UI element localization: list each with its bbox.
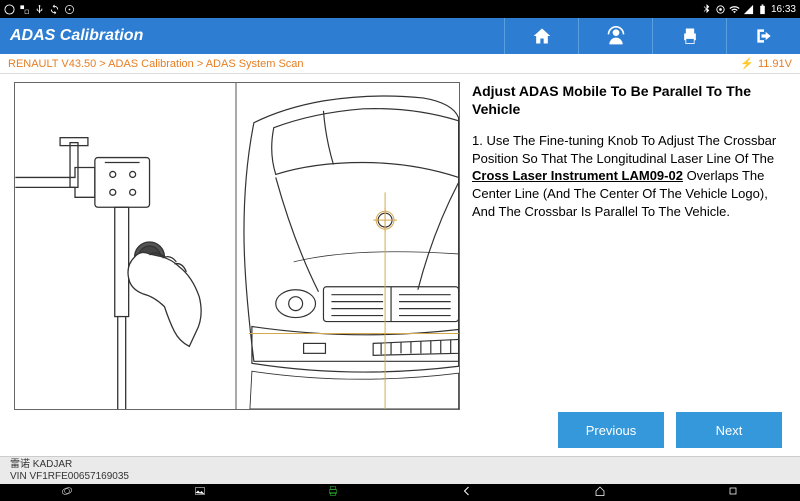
instructions-body: 1. Use The Fine-tuning Knob To Adjust Th… [472,132,786,412]
back-icon [461,485,473,497]
nav-back-button[interactable] [461,484,473,501]
usb-icon [34,4,45,15]
planet-icon [61,485,73,497]
bluetooth-icon [701,4,712,15]
next-button[interactable]: Next [676,412,782,448]
android-status-bar: 16:33 [0,0,800,18]
print-button[interactable] [652,18,726,54]
instructions-panel: Adjust ADAS Mobile To Be Parallel To The… [460,74,800,456]
nav-recent-button[interactable] [727,484,739,501]
main-content: Adjust ADAS Mobile To Be Parallel To The… [0,74,800,456]
app-header: ADAS Calibration [0,18,800,54]
target-icon [64,4,75,15]
footer-vehicle: 雷诺 KADJAR [10,459,790,471]
instr-tool-name: Cross Laser Instrument LAM09-02 [472,168,683,183]
breadcrumb: RENAULT V43.50 > ADAS Calibration > ADAS… [8,58,740,70]
status-left-icons [4,4,75,15]
calibration-diagram [14,82,460,410]
home-button[interactable] [504,18,578,54]
nav-print-button[interactable] [327,484,339,501]
headset-icon [606,26,626,46]
wifi-icon [729,4,740,15]
footer-info-bar: 雷诺 KADJAR VIN VF1RFE00657169035 [0,456,800,484]
diagram-area [0,74,460,456]
button-row: Previous Next [472,412,786,448]
app-title: ADAS Calibration [0,27,504,45]
layers-icon [19,4,30,15]
support-button[interactable] [578,18,652,54]
compass-icon [4,4,15,15]
instr-text-pre: 1. Use The Fine-tuning Knob To Adjust Th… [472,133,776,166]
nav-home-button[interactable] [594,484,606,501]
exit-button[interactable] [726,18,800,54]
diagram-svg [15,83,459,409]
exit-icon [754,26,774,46]
printer-nav-icon [327,485,339,497]
battery-small-icon: ⚡ [740,57,754,70]
signal-icon [743,4,754,15]
home-nav-icon [594,485,606,497]
location-icon [715,4,726,15]
printer-icon [680,26,700,46]
recent-icon [727,485,739,497]
sync-icon [49,4,60,15]
status-time: 16:33 [771,4,796,15]
voltage-value: 11.91V [758,58,792,70]
breadcrumb-bar: RENAULT V43.50 > ADAS Calibration > ADAS… [0,54,800,74]
instructions-title: Adjust ADAS Mobile To Be Parallel To The… [472,82,786,118]
image-icon [194,485,206,497]
status-right-icons: 16:33 [701,4,796,15]
nav-gallery-button[interactable] [194,484,206,501]
android-nav-bar [0,484,800,501]
battery-icon [757,4,768,15]
previous-button[interactable]: Previous [558,412,664,448]
footer-vin: VIN VF1RFE00657169035 [10,471,790,483]
nav-browser-button[interactable] [61,484,73,501]
home-icon [532,26,552,46]
